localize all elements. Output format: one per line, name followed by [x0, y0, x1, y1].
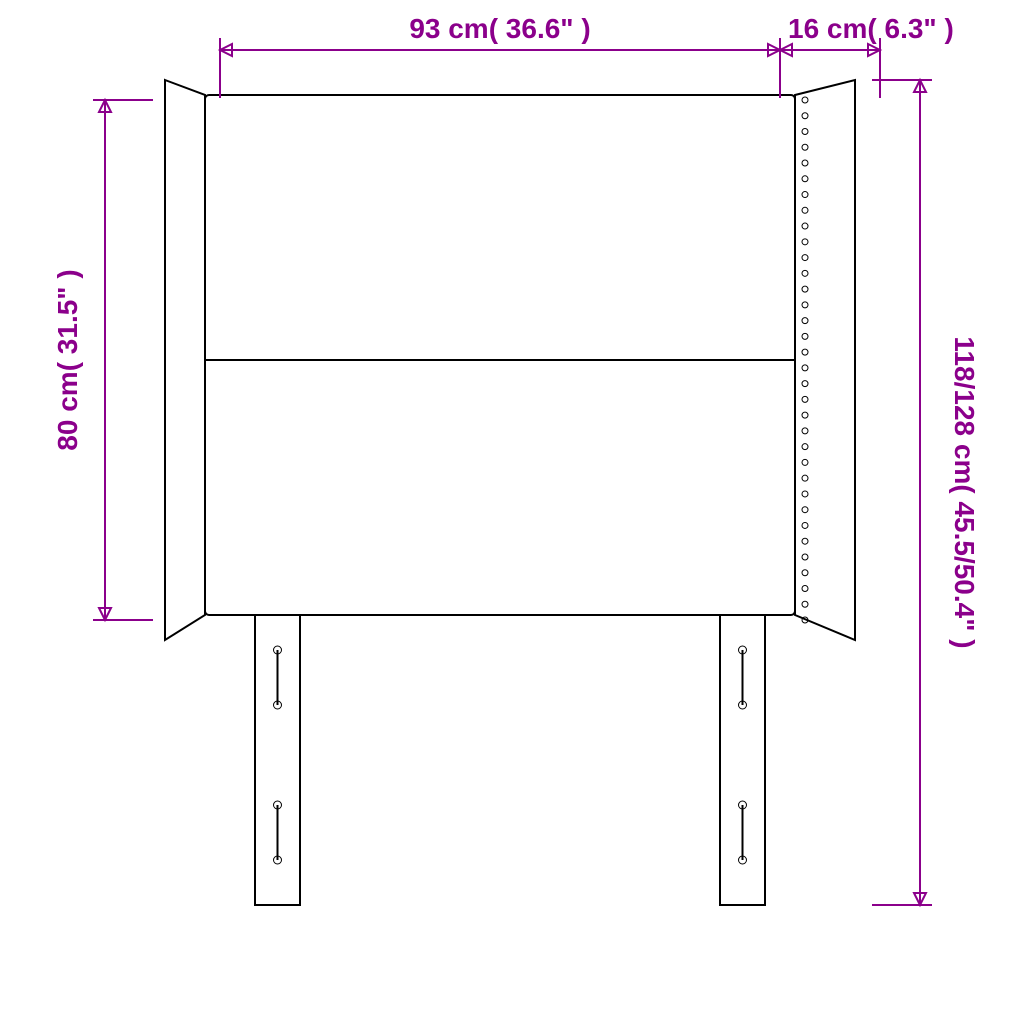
dim-label-depth: 16 cm( 6.3" )	[788, 13, 954, 44]
dim-label-total-height: 118/128 cm( 45.5/50.4" )	[949, 336, 980, 648]
dim-label-panel-height: 80 cm( 31.5" )	[52, 269, 83, 450]
dim-label-width: 93 cm( 36.6" )	[409, 13, 590, 44]
